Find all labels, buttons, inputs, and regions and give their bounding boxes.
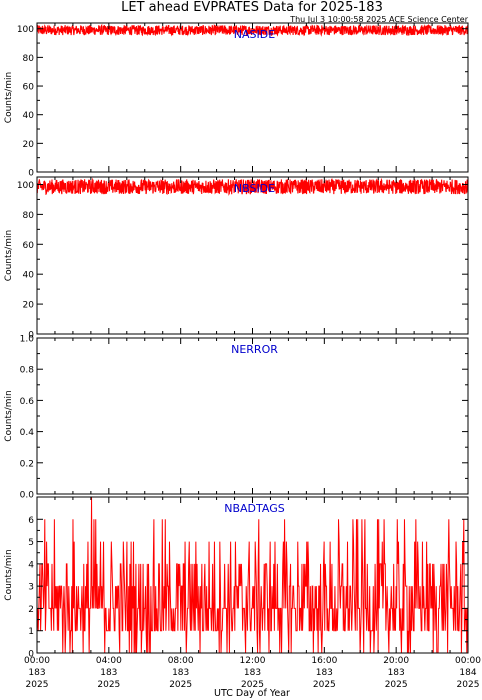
y-tick-label: 6 (28, 516, 34, 526)
y-tick-label: 40 (23, 271, 35, 281)
y-axis-label: Counts/min (4, 390, 14, 441)
x-tick-label: 16:00 (311, 656, 337, 666)
y-tick-label: 4 (28, 560, 34, 570)
y-tick-label: 40 (23, 111, 35, 121)
panel-name-label: NERROR (231, 343, 278, 356)
x-tick-label: 2025 (241, 680, 264, 690)
panel-frame (36, 337, 469, 495)
y-tick-label: 2 (28, 605, 34, 615)
x-tick-label: 183 (28, 668, 45, 678)
y-tick-label: 0 (28, 650, 34, 660)
series-line-naside (37, 23, 468, 37)
x-tick-label: 2025 (26, 680, 49, 690)
y-tick-label: 0 (28, 169, 34, 179)
panel-name-label: NASIDE (234, 28, 275, 41)
y-tick-label: 60 (23, 83, 35, 93)
x-tick-label: 20:00 (383, 656, 409, 666)
x-tick-label: 08:00 (168, 656, 194, 666)
x-tick-label: 00:00 (455, 656, 481, 666)
y-axis-label: Counts/min (4, 72, 14, 123)
y-axis-label: Counts/min (4, 230, 14, 281)
series-line-nbadtags (37, 497, 468, 653)
x-tick-label: 2025 (385, 680, 408, 690)
y-tick-label: 3 (28, 583, 34, 593)
y-tick-label: 0.6 (20, 397, 35, 407)
x-tick-label: 2025 (313, 680, 336, 690)
x-tick-label: 2025 (169, 680, 192, 690)
x-tick-label: 00:00 (24, 656, 50, 666)
x-axis-tick-labels: 00:00 183 2025 04:00 183 2025 08:00 183 2025 12:0… (24, 656, 481, 690)
panel-nbadtags: 0 1 2 3 4 5 6 NBADTAGS Counts/min (4, 496, 469, 660)
y-tick-label: 0.2 (20, 459, 34, 469)
panel-frame (36, 176, 469, 335)
y-tick-label: 20 (23, 140, 35, 150)
x-tick-label: 183 (244, 668, 261, 678)
x-tick-label: 183 (388, 668, 405, 678)
x-tick-label: 12:00 (240, 656, 266, 666)
y-axis-label: Counts/min (4, 549, 14, 600)
y-tick-label: 5 (28, 538, 34, 548)
panel-frame (36, 22, 469, 173)
y-tick-label: 20 (23, 301, 35, 311)
x-tick-label: 183 (172, 668, 189, 678)
y-tick-label: 1.0 (20, 335, 35, 345)
chart-subtitle: Thu Jul 3 10:00:58 2025 ACE Science Cent… (289, 15, 468, 24)
y-tick-label: 60 (23, 241, 35, 251)
chart-title: LET ahead EVPRATES Data for 2025-183 (121, 0, 383, 15)
x-tick-label: 183 (316, 668, 333, 678)
x-axis-label: UTC Day of Year (214, 688, 290, 699)
y-tick-label: 0.4 (20, 428, 35, 438)
y-tick-label: 0.0 (20, 491, 35, 501)
panel-nerror: 0.0 0.2 0.4 0.6 0.8 1.0 NERROR Counts/min (4, 335, 469, 501)
y-tick-label: 80 (23, 54, 35, 64)
panel-nbside: 0 20 40 60 80 100 NBSIDE Counts/min (4, 176, 469, 341)
panel-naside: 0 20 40 60 80 100 NASIDE Counts/min (4, 22, 469, 179)
x-tick-label: 2025 (457, 680, 480, 690)
y-tick-label: 100 (17, 181, 34, 191)
y-tick-label: 80 (23, 211, 35, 221)
panel-name-label: NBSIDE (234, 182, 275, 195)
x-tick-label: 184 (459, 668, 476, 678)
panel-name-label: NBADTAGS (224, 502, 284, 515)
x-tick-label: 2025 (97, 680, 120, 690)
y-tick-label: 100 (17, 25, 34, 35)
y-tick-label: 0.8 (20, 366, 35, 376)
x-tick-label: 183 (100, 668, 117, 678)
y-tick-label: 0 (28, 331, 34, 341)
y-tick-label: 1 (28, 627, 34, 637)
series-line-nbside (37, 177, 468, 196)
x-tick-label: 04:00 (96, 656, 122, 666)
